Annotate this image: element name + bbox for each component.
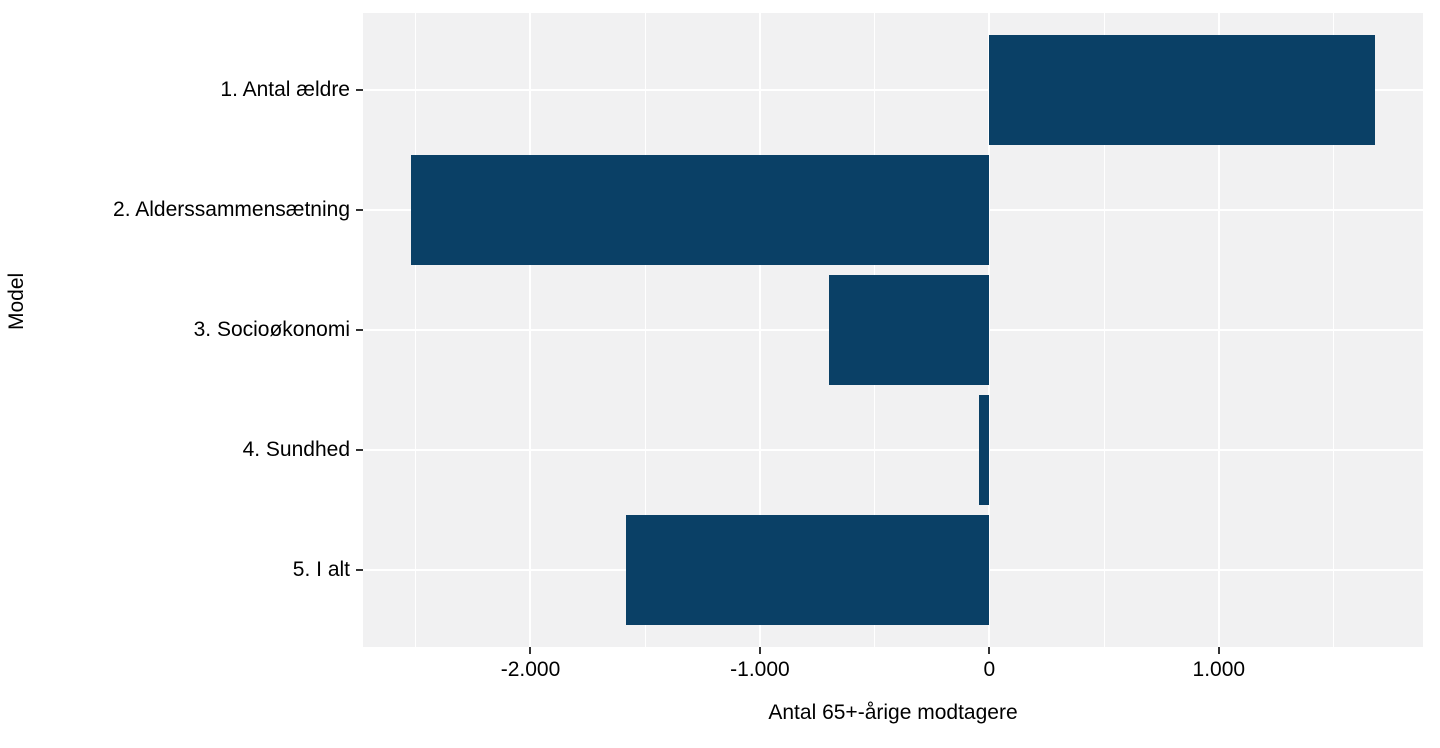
y-tick-mark xyxy=(356,89,363,92)
x-tick-mark xyxy=(758,647,761,654)
x-tick-label: -2.000 xyxy=(500,658,561,681)
vertical-minor-gridline xyxy=(415,13,417,647)
vertical-major-gridline xyxy=(529,13,532,647)
y-tick-mark xyxy=(356,448,363,451)
x-tick-label: 0 xyxy=(983,658,996,681)
x-tick-label: -1.000 xyxy=(730,658,790,681)
vertical-major-gridline xyxy=(758,13,761,647)
y-tick-label: 4. Sundhed xyxy=(242,437,350,461)
horizontal-gridline xyxy=(363,448,1423,451)
x-axis-title: Antal 65+-årige modtagere xyxy=(768,701,1018,724)
y-tick-label: 2. Alderssammensætning xyxy=(113,198,350,221)
y-axis: 1. Antal ældre 2. Alderssammensætning 3. S… xyxy=(0,13,363,647)
y-tick-mark xyxy=(356,329,363,331)
vertical-major-gridline xyxy=(1217,13,1220,647)
x-axis: -2.000 -1.000 0 1.000 xyxy=(363,647,1423,697)
bar xyxy=(989,35,1375,145)
y-tick-mark xyxy=(356,568,363,571)
bar xyxy=(625,515,990,625)
horizontal-gridline xyxy=(363,89,1423,92)
y-tick-mark xyxy=(356,209,363,211)
vertical-minor-gridline xyxy=(1103,13,1105,647)
x-tick-label: 1.000 xyxy=(1192,658,1246,681)
bar xyxy=(828,275,990,385)
y-tick-label: 5. I alt xyxy=(292,557,350,581)
plot-panel xyxy=(363,13,1423,647)
vertical-minor-gridline xyxy=(644,13,646,647)
x-tick-mark xyxy=(1217,647,1220,654)
vertical-minor-gridline xyxy=(1333,13,1335,647)
y-tick-label: 1. Antal ældre xyxy=(220,78,350,102)
x-tick-mark xyxy=(988,647,991,654)
y-tick-label: 3. Socioøkonomi xyxy=(193,318,350,341)
bar xyxy=(411,155,990,265)
bar xyxy=(979,395,990,505)
x-tick-mark xyxy=(529,647,532,654)
vertical-major-gridline xyxy=(988,13,991,647)
